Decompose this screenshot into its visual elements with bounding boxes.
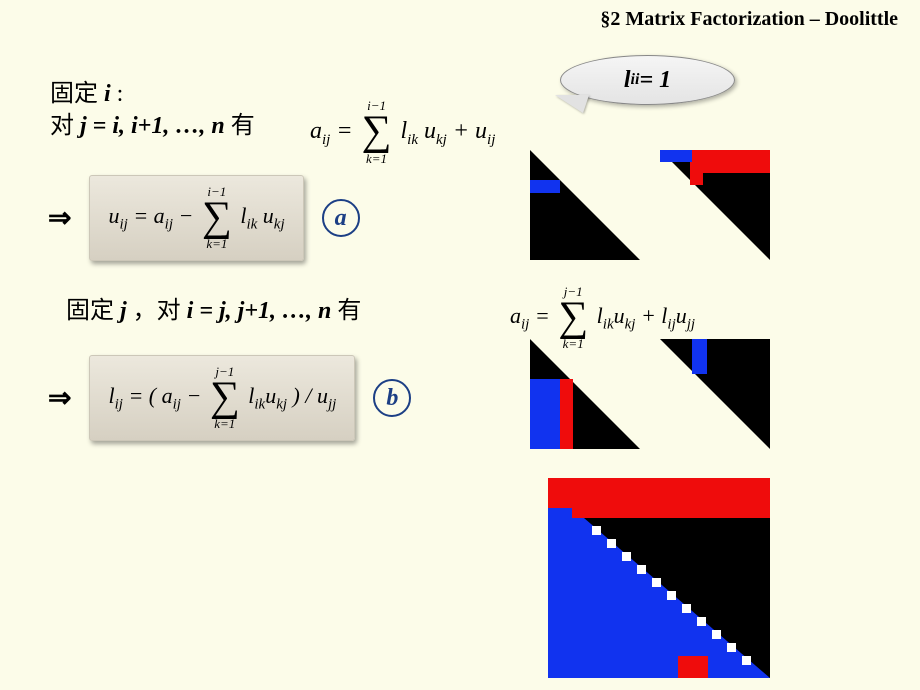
sum-symbol: i−1 ∑ k=1 (202, 184, 232, 252)
sum-lower: k=1 (202, 236, 232, 252)
s: kj (436, 132, 447, 148)
v: a (154, 203, 165, 228)
v: a (310, 118, 322, 144)
t: 有 (331, 298, 361, 324)
s: ik (254, 396, 265, 412)
v: a (162, 383, 173, 408)
t: 固定 (50, 81, 104, 107)
formula-row-a: ⇒ uij = aij − i−1 ∑ k=1 lik ukj a (48, 175, 360, 261)
sigma: ∑ (362, 108, 392, 154)
s: ik (246, 216, 257, 232)
range-i: i = j, j+1, …, n (187, 298, 332, 324)
sum-symbol: i−1 ∑ k=1 (362, 98, 392, 167)
v: u (317, 383, 328, 408)
v: u (265, 383, 276, 408)
s: kj (276, 396, 287, 412)
sum-symbol: j−1 ∑ k=1 (210, 364, 240, 432)
implies-arrow: ⇒ (48, 201, 71, 235)
t: − (173, 203, 199, 228)
t: 对 (50, 113, 80, 139)
diagram-combined-lu (548, 478, 770, 678)
s: ij (487, 132, 495, 148)
bubble-tail (555, 95, 589, 113)
text-fix-j: 固定 j ，对 i = j, j+1, …, n 有 (66, 290, 361, 325)
t: = ( (123, 383, 162, 408)
var-j: j (120, 298, 127, 324)
s: kj (625, 316, 636, 332)
t: = (529, 303, 555, 328)
implies-arrow: ⇒ (48, 381, 71, 415)
sigma: ∑ (202, 194, 232, 240)
t: + (635, 303, 661, 328)
t: ，对 (127, 298, 187, 324)
s: kj (274, 216, 285, 232)
sigma: ∑ (558, 294, 588, 340)
diagram-lu-col (530, 339, 770, 449)
s: ij (165, 216, 173, 232)
t: = (128, 203, 154, 228)
v: u (424, 118, 436, 144)
t: = (330, 118, 358, 144)
diagram-lu-row (530, 150, 770, 260)
v: u (108, 203, 119, 228)
t: + (453, 118, 475, 144)
v: u (475, 118, 487, 144)
s: ik (603, 316, 614, 332)
s: ik (407, 132, 418, 148)
v: a (510, 303, 521, 328)
t: − (181, 383, 207, 408)
s: jj (328, 396, 336, 412)
label-circle-a: a (322, 199, 360, 237)
v: u (676, 303, 687, 328)
s: ij (667, 316, 675, 332)
formula-row-b: ⇒ lij = ( aij − j−1 ∑ k=1 likukj ) / ujj… (48, 355, 411, 441)
v: u (263, 203, 274, 228)
t: ) / (287, 383, 317, 408)
formula-box-u: uij = aij − i−1 ∑ k=1 lik ukj (89, 175, 303, 261)
s: ij (119, 216, 127, 232)
bubble-sub: ii (631, 71, 640, 89)
label-circle-b: b (373, 379, 411, 417)
s: ij (115, 396, 123, 412)
equation-aij: aij = i−1 ∑ k=1 lik ukj + uij (310, 98, 495, 167)
text-fix-i: 固定 i : 对 j = i, i+1, …, n 有 (50, 78, 255, 142)
sigma: ∑ (210, 374, 240, 420)
t: 有 (225, 113, 255, 139)
sum-lower: k=1 (362, 151, 392, 167)
var-i: i (104, 81, 111, 107)
s: ij (173, 396, 181, 412)
formula-box-l: lij = ( aij − j−1 ∑ k=1 likukj ) / ujj (89, 355, 355, 441)
s: jj (687, 316, 695, 332)
bubble-var: l (624, 67, 631, 94)
v: u (614, 303, 625, 328)
bubble-eq: = 1 (639, 67, 671, 94)
t: 固定 (66, 298, 120, 324)
section-header: §2 Matrix Factorization – Doolittle (600, 8, 898, 31)
t: : (111, 81, 124, 107)
sum-lower: k=1 (210, 416, 240, 432)
range-j: j = i, i+1, …, n (80, 113, 225, 139)
